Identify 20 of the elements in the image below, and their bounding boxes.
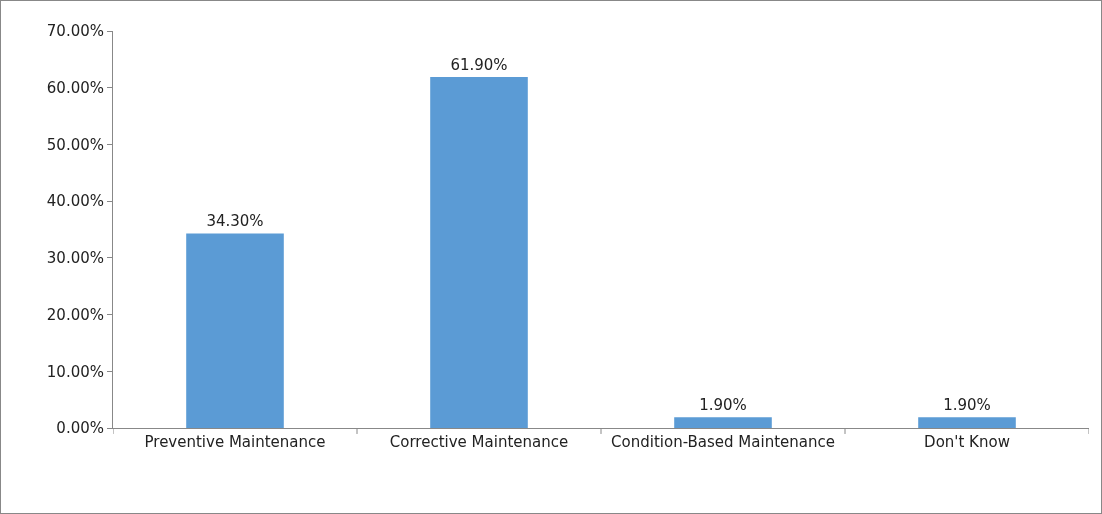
x-tick-label: Corrective Maintenance [389, 433, 569, 451]
bar [674, 417, 772, 428]
x-tick-label: Preventive Maintenance [144, 433, 326, 451]
y-tick-label: 50.00% [46, 135, 104, 154]
y-tick-label: 10.00% [46, 362, 104, 381]
y-tick-label: 70.00% [46, 22, 104, 41]
bar [186, 233, 284, 428]
x-tick-label: Don't Know [924, 433, 1010, 451]
y-tick-label: 20.00% [46, 305, 104, 324]
data-label: 61.90% [450, 55, 508, 74]
data-label: 1.90% [943, 396, 991, 415]
y-tick-label: 60.00% [46, 78, 104, 97]
bar [918, 417, 1016, 428]
y-tick-label: 40.00% [46, 192, 104, 211]
y-tick-label: 0.00% [56, 419, 104, 438]
data-label: 1.90% [699, 396, 747, 415]
data-label: 34.30% [206, 212, 264, 231]
x-tick-label: Condition-Based Maintenance [611, 433, 835, 451]
y-tick-label: 30.00% [46, 249, 104, 268]
bar [430, 76, 528, 428]
